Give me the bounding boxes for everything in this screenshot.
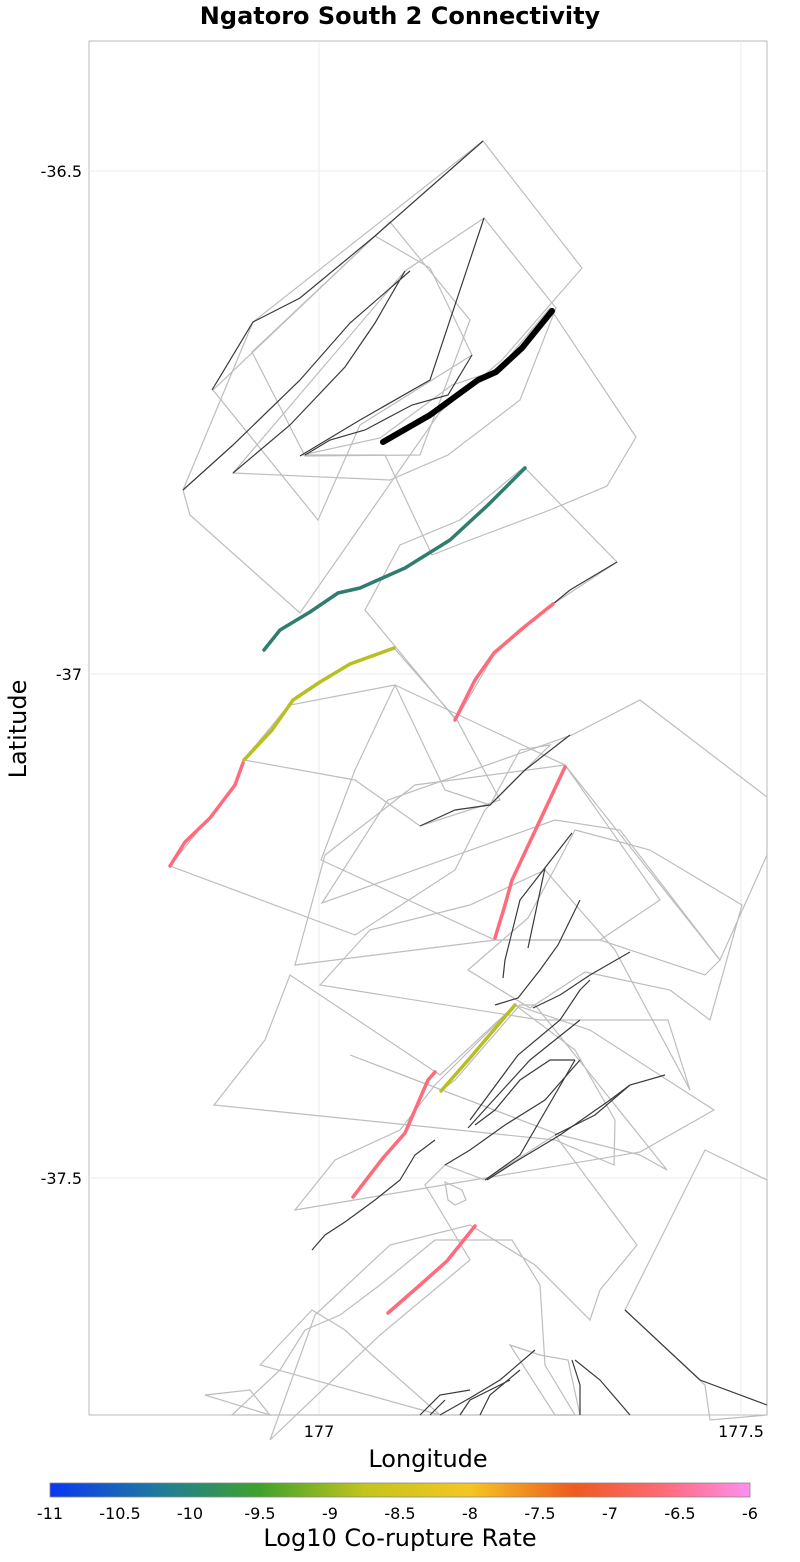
- colorbar-tick-label: -11: [37, 1504, 63, 1523]
- y-axis-ticks: -36.5 -37 -37.5: [41, 162, 82, 1188]
- y-tick-label: -37: [56, 665, 82, 684]
- colorbar-tick-label: -8.5: [384, 1504, 415, 1523]
- colorbar-tick-label: -9.5: [244, 1504, 275, 1523]
- co-rupture-section-pink-2: [168, 761, 245, 868]
- colorbar-tick-label: -10: [177, 1504, 203, 1523]
- co-rupture-section-olive-2: [439, 1003, 517, 1093]
- colorbar-label: Log10 Co-rupture Rate: [263, 1524, 537, 1552]
- colorbar-ticks: -11 -10.5 -10 -9.5 -9 -8.5 -8 -7.5 -7 -6.5 -6: [37, 1504, 758, 1523]
- co-rupture-sections: [168, 308, 567, 1315]
- co-rupture-section-pink-3: [493, 765, 567, 940]
- plot-frame: [88, 40, 768, 1416]
- map-title: Ngatoro South 2 Connectivity: [199, 2, 601, 30]
- colorbar-tick-label: -7.5: [524, 1504, 555, 1523]
- y-axis-label: Latitude: [4, 679, 32, 779]
- co-rupture-section-teal: [262, 466, 527, 652]
- x-tick-label: 177.5: [718, 1422, 764, 1441]
- co-rupture-section-olive-1: [242, 646, 396, 762]
- x-axis-label: Longitude: [368, 1445, 488, 1473]
- colorbar-tick-label: -6.5: [664, 1504, 695, 1523]
- y-tick-label: -36.5: [41, 162, 82, 181]
- colorbar-tick-label: -9: [322, 1504, 338, 1523]
- co-rupture-section-pink-4: [351, 1070, 437, 1199]
- colorbar-tick-label: -8: [462, 1504, 478, 1523]
- fault-traces: [182, 140, 768, 1416]
- x-axis-ticks: 177 177.5: [304, 1422, 764, 1441]
- colorbar-tick-label: -6: [742, 1504, 758, 1523]
- colorbar: [49, 1482, 751, 1498]
- y-tick-label: -37.5: [41, 1169, 82, 1188]
- colorbar-tick-label: -10.5: [99, 1504, 140, 1523]
- x-tick-label: 177: [304, 1422, 335, 1441]
- colorbar-tick-label: -7: [602, 1504, 618, 1523]
- co-rupture-section-pink-1: [453, 602, 555, 722]
- target-fault-ngatoro-south-2: [380, 308, 555, 445]
- co-rupture-section-pink-5: [386, 1224, 477, 1315]
